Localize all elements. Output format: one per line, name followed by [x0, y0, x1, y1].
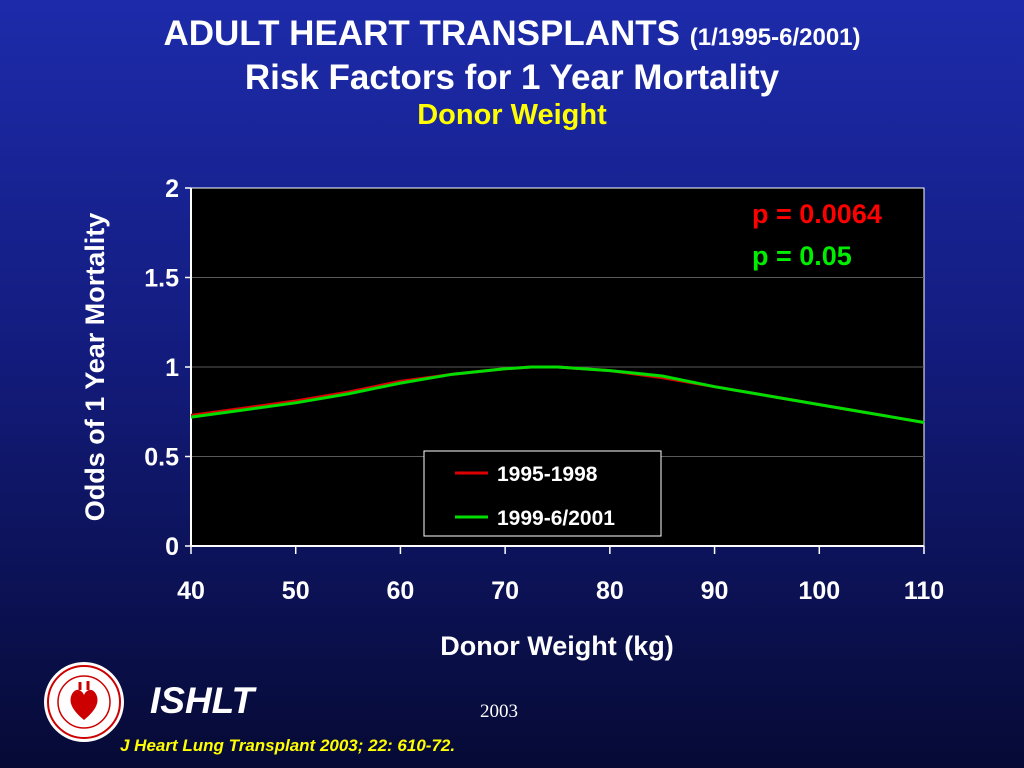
footer-org-name: ISHLT [150, 680, 255, 721]
x-tick-label: 50 [282, 577, 310, 605]
x-tick-label: 110 [904, 577, 944, 605]
series-line-2 [190, 365, 925, 424]
x-tick-label: 40 [177, 577, 205, 605]
slide-title-date-range: (1/1995-6/2001) [689, 24, 861, 51]
y-tick-label: 0.5 [144, 444, 179, 472]
slide-subtitle: Risk Factors for 1 Year Mortality [244, 58, 780, 97]
legend-label-1: 1995-1998 [497, 463, 598, 486]
x-tick-label: 80 [596, 577, 624, 605]
slide-title-block: ADULT HEART TRANSPLANTS (1/1995-6/2001) … [0, 14, 1024, 132]
x-axis-title: Donor Weight (kg) [440, 631, 673, 661]
y-tick-label: 1.5 [144, 265, 179, 293]
slide-title: ADULT HEART TRANSPLANTS (1/1995-6/2001) [0, 14, 1024, 58]
x-tick-label: 70 [491, 577, 519, 605]
slide-title-text: ADULT HEART TRANSPLANTS [163, 14, 680, 53]
x-tick-label: 60 [387, 577, 415, 605]
y-tick-label: 1 [165, 354, 179, 382]
y-axis-title: Odds of 1 Year Mortality [80, 213, 110, 522]
legend-label-2: 1999-6/2001 [497, 507, 615, 530]
p-value-annotation-2: p = 0.05 [752, 241, 852, 271]
x-tick-label: 100 [798, 577, 840, 605]
y-tick-label: 0 [165, 533, 179, 561]
y-tick-label: 2 [165, 175, 179, 203]
slide-topic: Donor Weight [417, 99, 607, 131]
footer-year: 2003 [480, 701, 518, 722]
x-tick-label: 90 [701, 577, 729, 605]
p-value-annotation-1: p = 0.0064 [752, 199, 882, 229]
legend-box [423, 450, 662, 537]
ishlt-heart-logo-icon [44, 662, 124, 742]
footer-citation: J Heart Lung Transplant 2003; 22: 610-72… [120, 736, 456, 755]
